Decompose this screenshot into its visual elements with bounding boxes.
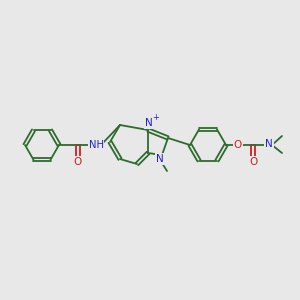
Text: N: N — [156, 154, 164, 164]
Text: N: N — [145, 118, 153, 128]
Text: O: O — [234, 140, 242, 150]
Text: N: N — [265, 139, 273, 149]
Text: NH: NH — [88, 140, 104, 150]
Text: O: O — [249, 157, 257, 167]
Text: O: O — [74, 157, 82, 167]
Text: +: + — [153, 113, 159, 122]
